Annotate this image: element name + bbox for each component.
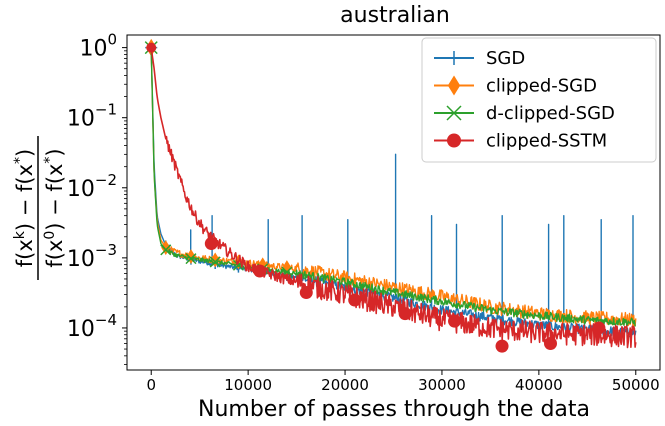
series-marker xyxy=(348,293,362,307)
y-tick-label: 100 xyxy=(79,31,117,62)
series-marker xyxy=(447,51,461,65)
series-layer xyxy=(144,38,637,353)
series-marker xyxy=(209,256,221,268)
series-marker xyxy=(299,286,313,300)
y-tick-label: 10−2 xyxy=(67,171,117,202)
x-tick-label: 30000 xyxy=(418,376,466,394)
series-marker xyxy=(447,75,461,96)
legend-label: SGD xyxy=(486,48,525,69)
legend: SGD clipped-SGD d-clipped-SGD clipped-SSTM xyxy=(421,37,657,163)
x-tick-label: 40000 xyxy=(515,376,563,394)
legend-label: d-clipped-SGD xyxy=(486,103,615,124)
x-tick-label: 0 xyxy=(146,376,156,394)
series-clipped-sstm xyxy=(146,42,637,353)
y-axis-label: f(xk) − f(x*) f(x0) − f(x*) xyxy=(12,136,67,280)
legend-label: clipped-SSTM xyxy=(486,131,607,152)
x-tick-label: 20000 xyxy=(321,376,369,394)
legend-item: d-clipped-SGD xyxy=(434,103,615,124)
legend-label: clipped-SGD xyxy=(486,76,597,97)
legend-item: clipped-SGD xyxy=(434,75,597,97)
series-marker xyxy=(495,339,509,353)
series-marker xyxy=(160,244,172,256)
y-tick-label: 10−1 xyxy=(67,101,117,132)
x-axis-label: Number of passes through the data xyxy=(198,397,590,422)
legend-item: SGD xyxy=(434,48,525,69)
plot-area-frame xyxy=(126,34,661,371)
series-marker xyxy=(543,336,557,350)
y-tick-label: 10−4 xyxy=(67,311,117,342)
y-axis-label-denominator: f(x0) − f(x*) xyxy=(42,148,67,267)
x-tick-label: 50000 xyxy=(612,376,660,394)
series-marker xyxy=(398,307,412,321)
axes-layer: 0 10000 20000 30000 40000 50000 100 10−1 10−2 10−… xyxy=(67,31,660,394)
y-axis-label-numerator: f(xk) − f(x*) xyxy=(12,149,37,267)
series-marker xyxy=(447,133,461,148)
chart-title: australian xyxy=(340,3,450,28)
series-line xyxy=(150,47,637,327)
series-marker xyxy=(448,314,462,328)
y-tick-label: 10−3 xyxy=(67,241,117,272)
series-line xyxy=(150,47,636,327)
x-tick-label: 10000 xyxy=(224,376,272,394)
series-line xyxy=(150,47,637,338)
series-line xyxy=(150,47,637,349)
series-marker xyxy=(446,105,462,121)
series-marker xyxy=(146,42,157,53)
legend-box xyxy=(421,37,657,163)
legend-item: clipped-SSTM xyxy=(434,131,607,152)
series-marker xyxy=(204,237,218,251)
series-marker xyxy=(592,321,606,335)
series-marker xyxy=(253,264,267,278)
series-marker xyxy=(185,253,197,265)
